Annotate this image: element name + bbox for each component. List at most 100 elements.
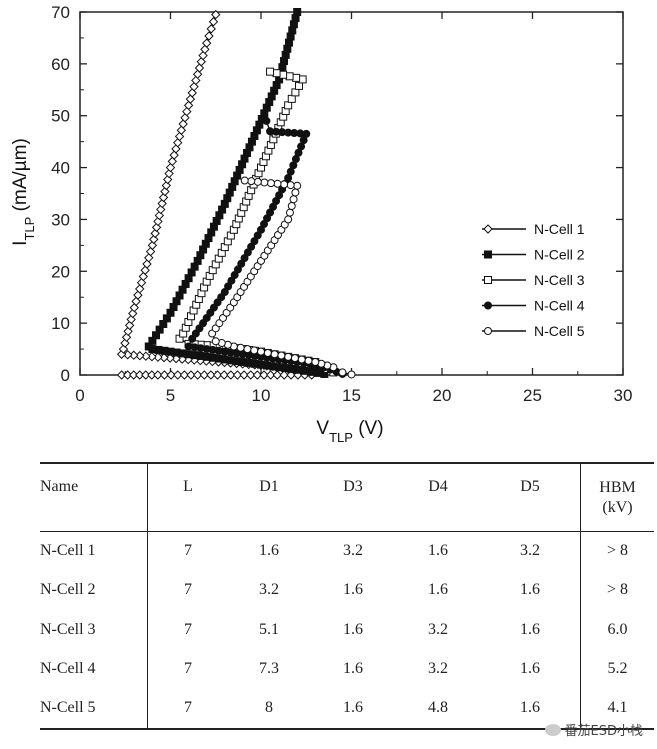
cell-name: N-Cell 4 (40, 660, 96, 678)
x-tick-label: 15 (342, 386, 361, 405)
y-tick-label: 20 (51, 262, 70, 281)
data-point (293, 181, 302, 190)
table-cell: 5.1 (259, 620, 279, 638)
legend-marker (484, 276, 492, 284)
data-point (285, 208, 294, 217)
legend-item: N-Cell 3 (482, 272, 585, 288)
y-tick-label: 10 (51, 314, 70, 333)
cell-name: N-Cell 2 (40, 581, 96, 599)
table-cell: 3.2 (428, 660, 448, 678)
legend-marker (484, 327, 492, 335)
data-point (272, 69, 281, 78)
table-cell: 1.6 (343, 660, 363, 678)
x-tick-label: 30 (614, 386, 633, 405)
table-cell: 1.6 (259, 542, 279, 559)
table-cell: 3.2 (520, 542, 540, 559)
table-cell: 1.6 (520, 660, 540, 678)
series-5 (208, 176, 356, 379)
x-tick-label: 0 (75, 386, 84, 405)
legend-marker (483, 224, 493, 234)
data-point (243, 345, 252, 354)
data-point (259, 370, 269, 380)
y-tick-label: 30 (51, 210, 70, 229)
col-header-d3: D3 (343, 478, 363, 495)
data-point (289, 195, 298, 204)
legend: N-Cell 1 N-Cell 2 N-Cell 3 N-Cell 4 N-Cell 5 (482, 221, 585, 339)
table-cell: 4.1 (580, 689, 654, 729)
y-axis-title: ITLP (mA/µm) (10, 138, 37, 246)
table-cell: 7 (147, 570, 228, 610)
table-cell: 1.6 (428, 581, 448, 599)
x-tick-label: 20 (433, 386, 452, 405)
data-point (279, 70, 288, 79)
series-2 (144, 8, 329, 378)
data-point (206, 24, 216, 34)
data-point (173, 370, 183, 380)
data-point (347, 370, 356, 379)
x-tick-label: 5 (166, 386, 175, 405)
data-point (299, 366, 308, 375)
legend-label: N-Cell 3 (534, 272, 585, 288)
data-point (236, 343, 245, 352)
data-point (153, 370, 163, 380)
legend-item: N-Cell 1 (482, 221, 585, 237)
data-point (313, 368, 322, 377)
y-tick-label: 0 (61, 366, 70, 385)
hbm-unit: (kV) (602, 499, 633, 516)
series-layer (116, 8, 356, 380)
data-point (247, 177, 256, 186)
data-point (262, 116, 271, 125)
table-cell: 1.6 (428, 542, 448, 559)
data-point (246, 370, 256, 380)
data-point (292, 73, 301, 82)
data-point (179, 370, 190, 380)
data-point (250, 346, 259, 355)
legend-label: N-Cell 4 (534, 298, 585, 314)
axes: 0 5 10 15 20 25 30 0 10 20 30 40 50 60 70 (51, 3, 632, 405)
data-point (166, 370, 176, 380)
data-point (159, 370, 170, 380)
table-cell: 7.3 (259, 660, 279, 678)
data-point (211, 337, 220, 346)
data-point (279, 370, 289, 380)
data-point (298, 75, 307, 84)
legend-item: N-Cell 2 (482, 247, 585, 263)
y-tick-label: 50 (51, 107, 70, 126)
data-point (277, 351, 286, 360)
data-point (257, 347, 265, 356)
data-point (211, 9, 221, 20)
data-point (285, 72, 294, 81)
y-tick-label: 70 (51, 3, 70, 22)
legend-label: N-Cell 1 (534, 221, 585, 237)
data-point (253, 177, 262, 186)
col-header-d4: D4 (428, 478, 448, 495)
data-point (232, 370, 243, 380)
watermark: 番茄ESD小栈 (544, 720, 643, 739)
legend-marker (484, 301, 492, 310)
data-point (273, 179, 282, 188)
data-point (311, 358, 320, 367)
col-header-name: Name (40, 478, 79, 495)
data-point (284, 215, 293, 224)
table-cell: 1.6 (343, 699, 363, 717)
legend-marker (484, 250, 492, 259)
table-row: N-Cell 5 7 8 1.6 4.8 1.6 4.1 (40, 689, 654, 729)
data-point (266, 179, 275, 188)
data-point (265, 370, 276, 380)
table-cell: 3.2 (259, 581, 279, 599)
table-header-row: Name L D1 D3 D4 D5 HBM (kV) (40, 463, 654, 531)
legend-item: N-Cell 5 (482, 323, 585, 339)
col-header-l: L (147, 463, 228, 531)
table-row: N-Cell 1 7 1.6 3.2 1.6 3.2 > 8 (40, 531, 654, 571)
data-point (287, 94, 296, 103)
table-cell: 7 (147, 531, 228, 571)
data-point (186, 370, 196, 380)
data-point (266, 67, 275, 76)
table-cell: 5.2 (580, 649, 654, 689)
y-tick-label: 40 (51, 159, 70, 178)
table-cell: 8 (265, 699, 273, 717)
y-tick-label: 60 (51, 55, 70, 74)
data-point (297, 355, 306, 364)
data-point (290, 354, 299, 363)
